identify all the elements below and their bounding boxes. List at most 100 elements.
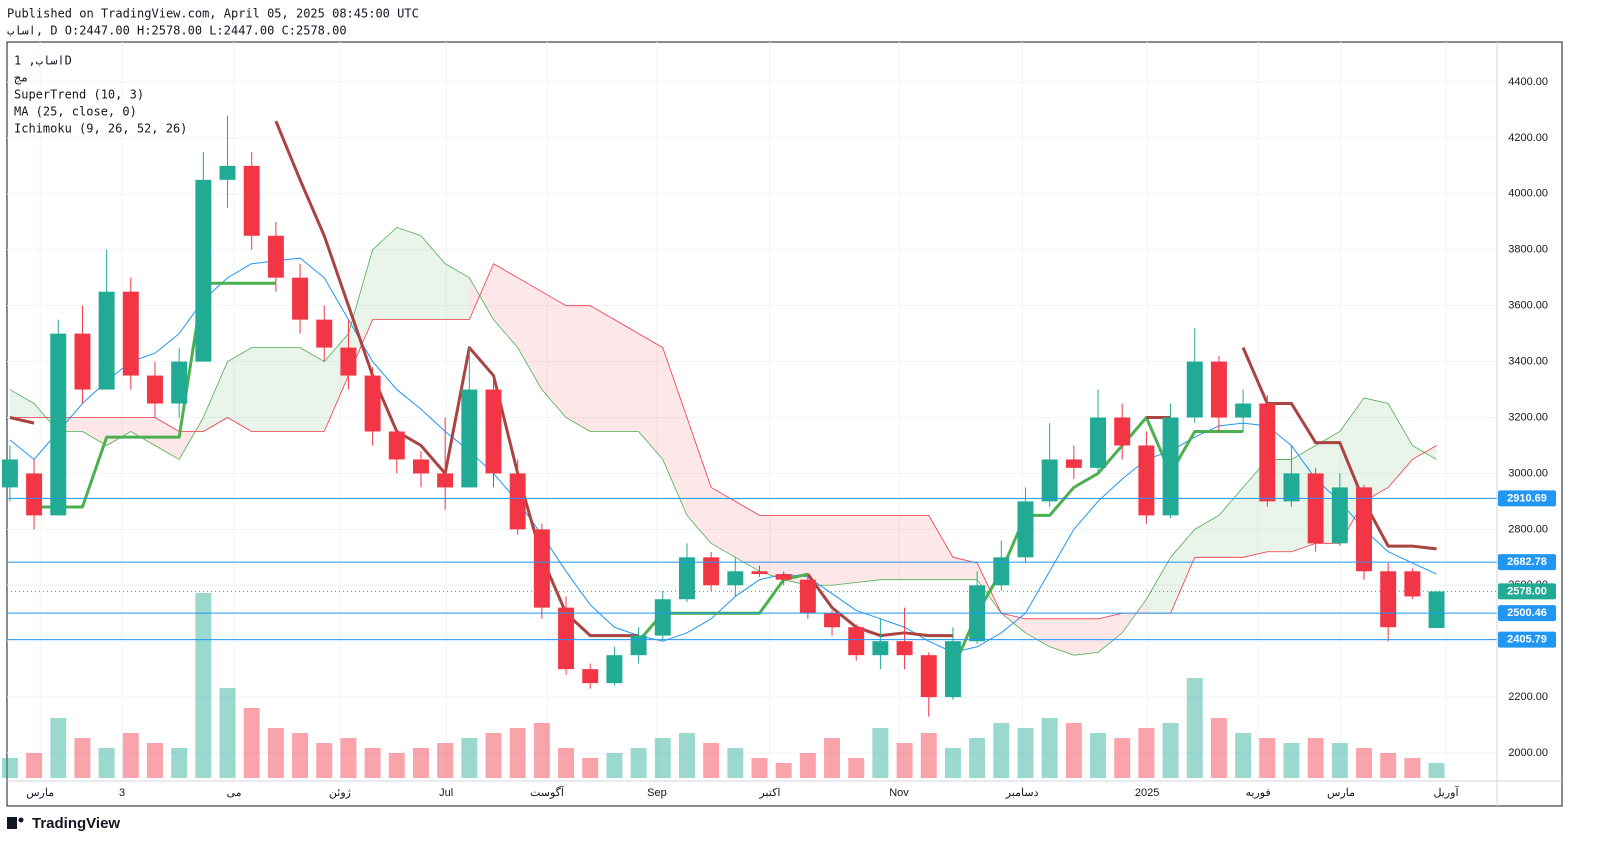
ichimoku-cloud xyxy=(203,361,228,432)
candle-body xyxy=(1259,403,1276,502)
candle-body xyxy=(171,361,188,404)
volume-bar xyxy=(1235,733,1252,778)
volume-bar xyxy=(1186,678,1203,778)
volume-bar xyxy=(1065,723,1082,778)
candle-body xyxy=(1235,403,1252,418)
ichimoku-cloud xyxy=(251,347,276,432)
volume-bar xyxy=(1331,743,1348,778)
volume-bar xyxy=(1,758,18,778)
ichimoku-cloud xyxy=(348,249,373,376)
candle-body xyxy=(558,607,575,670)
candle-body xyxy=(582,669,599,684)
ohlc-line: اساب, D O:2447.00 H:2578.00 L:2447.00 C:… xyxy=(7,24,347,38)
ichimoku-cloud xyxy=(807,515,833,586)
volume-bar xyxy=(340,738,357,778)
x-tick-label: فوریه xyxy=(1245,787,1270,799)
y-tick-label: 3400.00 xyxy=(1508,355,1548,367)
candle-body xyxy=(1138,445,1155,516)
y-tick-label: 4000.00 xyxy=(1508,188,1548,200)
candle-body xyxy=(824,613,841,628)
candle-body xyxy=(1283,473,1300,502)
plot: 2000.002200.002400.002600.002800.003000.… xyxy=(1,42,1556,799)
logo-dot xyxy=(18,817,24,823)
volume-bar xyxy=(1138,728,1155,778)
ichimoku-cloud xyxy=(1025,618,1050,647)
brand-name: TradingView xyxy=(32,815,120,832)
volume-bar xyxy=(26,753,43,778)
candle-body xyxy=(195,179,212,362)
candle-body xyxy=(993,557,1010,586)
supertrend-down xyxy=(9,416,35,425)
ichimoku-cloud xyxy=(1218,487,1244,558)
volume-bar xyxy=(751,758,768,778)
candle-body xyxy=(1210,361,1227,418)
volume-bar xyxy=(606,753,623,778)
logo-mark xyxy=(7,817,17,829)
ichimoku-cloud xyxy=(566,305,591,432)
ichimoku-cloud xyxy=(662,347,687,516)
volume-bar xyxy=(388,753,405,778)
ichimoku-cloud xyxy=(541,291,567,418)
volume-bar xyxy=(896,743,913,778)
ichimoku-cloud xyxy=(275,347,301,432)
volume-bar xyxy=(848,758,865,778)
ichimoku-cloud xyxy=(1073,618,1099,656)
volume-bar xyxy=(1428,763,1445,778)
volume-bar xyxy=(533,723,550,778)
level-label-box xyxy=(1498,490,1556,507)
y-tick-label: 2800.00 xyxy=(1508,523,1548,535)
volume-bar xyxy=(1114,738,1131,778)
level-label-box xyxy=(1498,605,1556,622)
volume-bar xyxy=(74,738,91,778)
volume-bar xyxy=(147,743,163,778)
y-tick-label: 3600.00 xyxy=(1508,300,1548,312)
last-price-box xyxy=(1498,583,1556,600)
ichimoku-cloud xyxy=(904,515,929,580)
volume-bar xyxy=(171,748,188,778)
level-label: 2405.79 xyxy=(1507,633,1547,645)
volume-bar xyxy=(1041,718,1058,778)
candle-body xyxy=(1186,361,1203,418)
volume-bar xyxy=(775,763,792,778)
volume-bar xyxy=(727,748,744,778)
volume-bar xyxy=(920,733,937,778)
candle-body xyxy=(848,627,865,656)
volume-bar xyxy=(364,748,381,778)
volume-bar xyxy=(219,688,236,778)
volume-bar xyxy=(1283,743,1300,778)
candle-body xyxy=(292,277,309,320)
ichimoku-cloud xyxy=(396,227,421,320)
candle-body xyxy=(1041,459,1058,502)
candle-body xyxy=(1404,571,1421,597)
ichimoku-cloud xyxy=(952,557,978,580)
x-tick-label: Jul xyxy=(439,787,453,799)
volume-bar xyxy=(437,743,454,778)
supertrend-down xyxy=(274,120,639,638)
volume-bar xyxy=(461,738,478,778)
y-tick-label: 2200.00 xyxy=(1508,691,1548,703)
y-tick-label: 3800.00 xyxy=(1508,244,1548,256)
ichimoku-cloud xyxy=(686,417,712,544)
candle-body xyxy=(1114,417,1131,446)
ichimoku-cloud xyxy=(130,417,155,446)
volume-bar xyxy=(993,723,1010,778)
volume-bar xyxy=(267,728,284,778)
legend-volume: مج xyxy=(14,71,28,85)
chart-frame xyxy=(6,41,1563,807)
candle-body xyxy=(267,235,284,278)
ichimoku-cloud xyxy=(1412,445,1437,460)
legend-symbol: اساب, 1D xyxy=(14,54,72,68)
candle-body xyxy=(799,579,816,614)
x-tick-label: Sep xyxy=(647,787,667,799)
candle-body xyxy=(74,333,91,390)
ichimoku-span-b xyxy=(9,263,1437,620)
x-tick-label: 3 xyxy=(119,787,125,799)
published-note: Published on TradingView.com, April 05, … xyxy=(7,7,419,21)
candle-body xyxy=(654,599,671,636)
legend-ichimoku: Ichimoku (9, 26, 52, 26) xyxy=(14,122,187,136)
volume-bar xyxy=(630,748,647,778)
candle-body xyxy=(316,319,333,348)
ichimoku-cloud xyxy=(711,487,736,558)
volume-bar xyxy=(799,753,816,778)
